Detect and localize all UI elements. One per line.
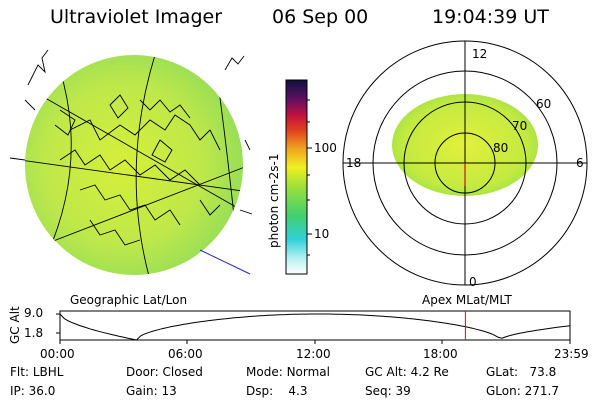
colorbar-label: photon cm-2s-1 <box>267 153 281 249</box>
colorbar-scale <box>285 79 308 275</box>
colorbar-tick-10: 10 <box>314 227 330 241</box>
outside-coastline <box>24 49 251 151</box>
lat-label-70: 70 <box>512 119 528 133</box>
date-label: 06 Sep 00 <box>272 6 369 28</box>
mlt-label-6: 6 <box>576 156 584 170</box>
info-gcalt: GC Alt: 4.2 Re <box>365 365 449 379</box>
xtick-1200: 12:00 <box>296 347 331 361</box>
xtick-0600: 06:00 <box>168 347 203 361</box>
time-label: 19:04:39 UT <box>432 6 549 28</box>
mlt-label-12: 12 <box>472 47 488 61</box>
uv-disc <box>25 55 243 275</box>
info-seq: Seq: 39 <box>365 384 411 398</box>
lat-label-60: 60 <box>536 97 552 111</box>
info-flt: Flt: LBHL <box>10 365 64 379</box>
info-gain: Gain: 13 <box>126 384 177 398</box>
altitude-ytick-9: 9.0 <box>24 306 44 320</box>
altitude-ytick-1-8: 1.8 <box>24 326 44 340</box>
altitude-curve <box>59 313 571 341</box>
polar-plot <box>342 40 588 286</box>
altitude-frame <box>59 310 571 341</box>
info-glon: GLon: 271.7 <box>486 384 559 398</box>
colorbar-tick-100: 100 <box>314 141 337 155</box>
mlt-label-18: 18 <box>346 156 362 170</box>
right-caption: Apex MLat/MLT <box>422 293 512 307</box>
lat-label-80: 80 <box>493 141 509 155</box>
mlt-label-0: 0 <box>469 275 477 289</box>
info-mode: Mode: Normal <box>246 365 330 379</box>
left-caption: Geographic Lat/Lon <box>70 293 188 307</box>
xtick-1800: 18:00 <box>423 347 458 361</box>
info-ip: IP: 36.0 <box>10 384 56 398</box>
altitude-plot <box>56 310 571 344</box>
projection-line <box>199 249 251 275</box>
app-title: Ultraviolet Imager <box>50 6 223 28</box>
colorbar <box>285 79 312 275</box>
xtick-2359: 23:59 <box>554 347 589 361</box>
coastlines <box>54 94 221 246</box>
x-ticks <box>56 313 571 344</box>
info-dsp: Dsp: 4.3 <box>246 384 308 398</box>
info-door: Door: Closed <box>126 365 203 379</box>
xtick-0000: 00:00 <box>40 347 75 361</box>
altitude-ylabel: GC Alt <box>8 306 22 344</box>
info-glat: GLat: 73.8 <box>486 365 557 379</box>
uv-earth-image <box>9 49 253 275</box>
